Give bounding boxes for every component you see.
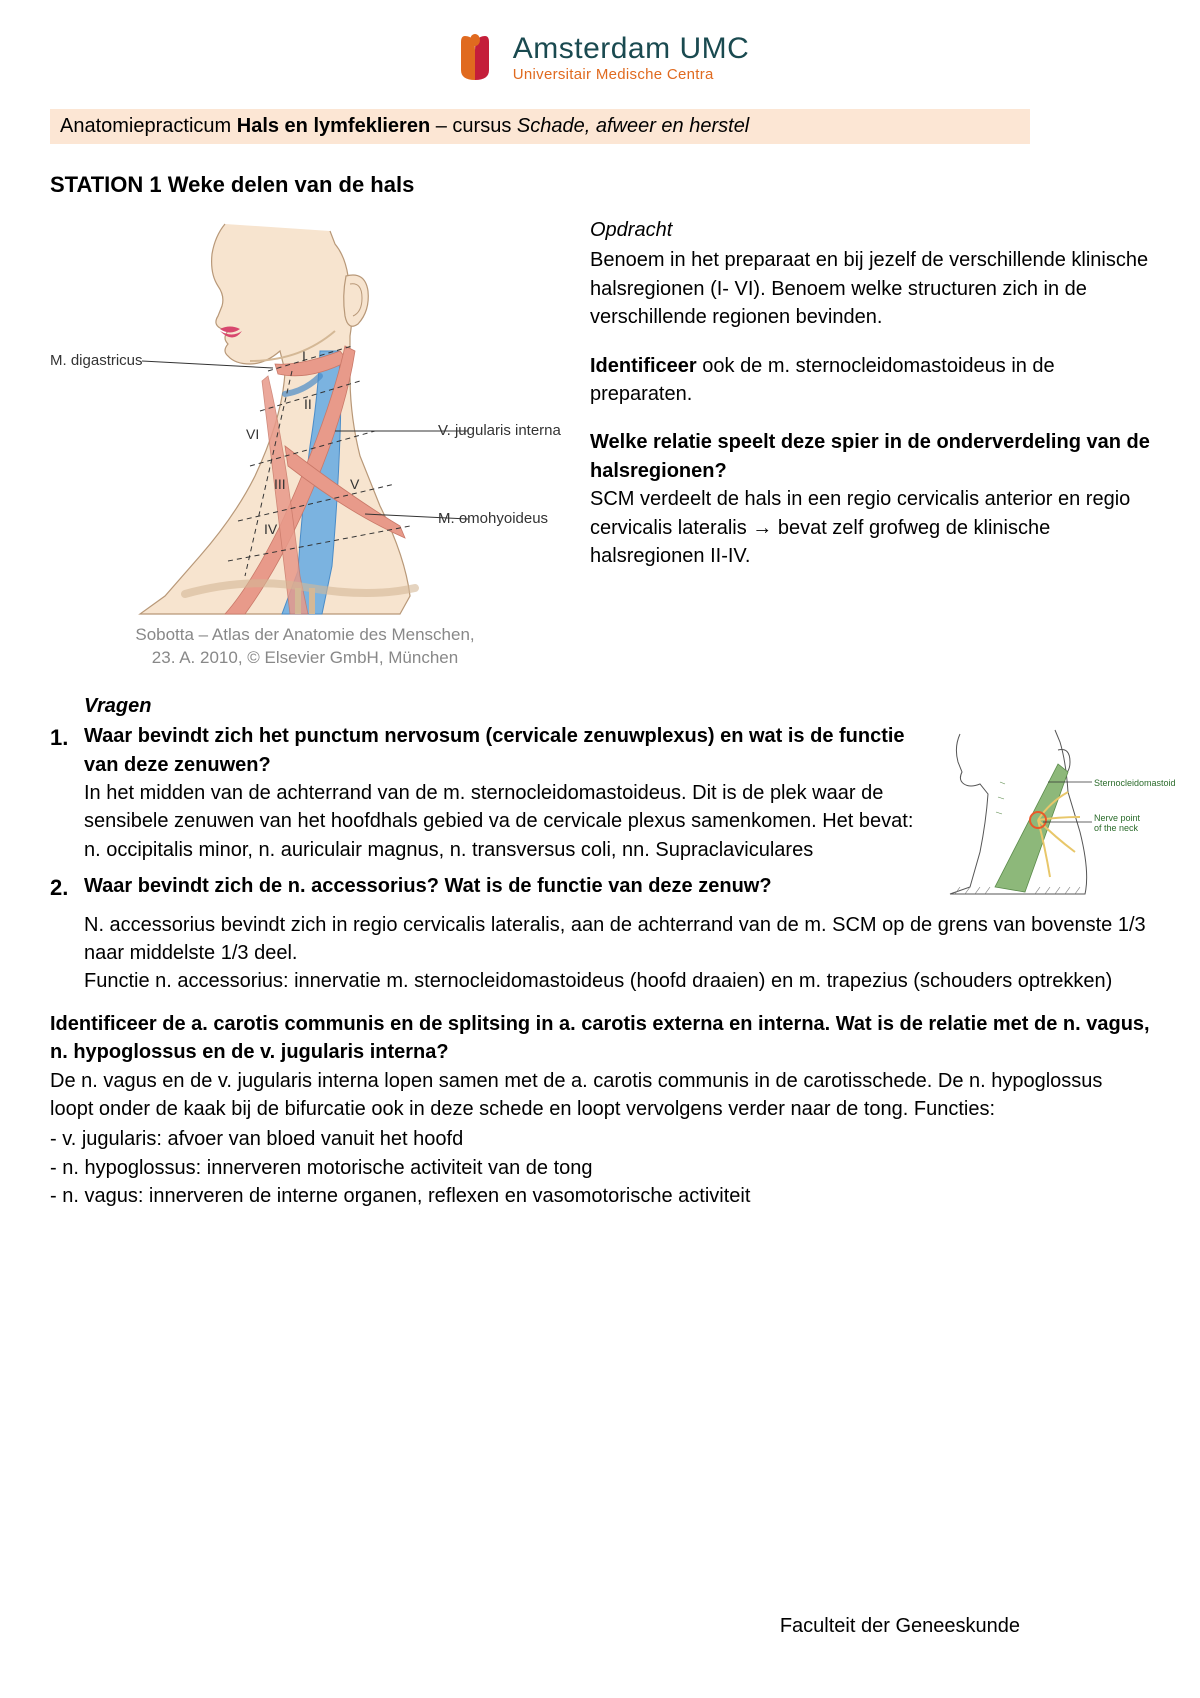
- nerve-point-figure: Sternocleidomastoid Nerve point of the n…: [930, 722, 1150, 897]
- opdracht-title: Opdracht: [590, 216, 1150, 244]
- vragen-title: Vragen: [84, 692, 1150, 720]
- q2-text: Waar bevindt zich de n. accessorius? Wat…: [84, 875, 772, 897]
- q2-answer: N. accessorius bevindt zich in regio cer…: [50, 911, 1150, 996]
- label-jugularis: V. jugularis interna: [438, 422, 561, 439]
- q1-text: Waar bevindt zich het punctum nervosum (…: [84, 725, 905, 775]
- roman-1: I: [302, 348, 306, 364]
- roman-4: IV: [264, 521, 277, 537]
- q1-answer: In het midden van de achterrand van de m…: [84, 782, 913, 861]
- logo-text: Amsterdam UMC Universitair Medische Cent…: [513, 32, 750, 83]
- questions-section: Vragen Waar bevindt zich het punctum ner…: [50, 692, 1150, 1211]
- caption-line2: 23. A. 2010, © Elsevier GmbH, München: [152, 648, 458, 667]
- relatie-question: Welke relatie speelt deze spier in de on…: [590, 428, 1150, 485]
- logo-icon: [451, 30, 499, 84]
- bullet-1: - v. jugularis: afvoer van bloed vanuit …: [50, 1125, 1150, 1153]
- top-grid: M. digastricus V. jugularis interna M. o…: [50, 216, 1150, 670]
- question-row-with-image: Waar bevindt zich het punctum nervosum (…: [50, 722, 1150, 908]
- roman-5: V: [350, 476, 359, 492]
- banner-bold: Hals en lymfeklieren: [237, 115, 430, 137]
- question-2: Waar bevindt zich de n. accessorius? Wat…: [50, 872, 930, 900]
- logo-main-text: Amsterdam UMC: [513, 32, 750, 66]
- roman-3: III: [274, 476, 286, 492]
- label-digastricus: M. digastricus: [50, 352, 143, 369]
- banner-italic: Schade, afweer en herstel: [517, 115, 749, 137]
- footer-text: Faculteit der Geneeskunde: [780, 1615, 1020, 1638]
- label-omohyoideus: M. omohyoideus: [438, 510, 548, 527]
- question-list: Waar bevindt zich het punctum nervosum (…: [50, 722, 930, 900]
- logo-sub-text: Universitair Medische Centra: [513, 66, 750, 83]
- caption-line1: Sobotta – Atlas der Anatomie des Mensche…: [135, 625, 474, 644]
- neck-anatomy-figure: M. digastricus V. jugularis interna M. o…: [50, 216, 560, 616]
- section3-bullets: - v. jugularis: afvoer van bloed vanuit …: [50, 1125, 1150, 1210]
- question-1: Waar bevindt zich het punctum nervosum (…: [50, 722, 930, 864]
- station-title: STATION 1 Weke delen van de hals: [50, 172, 1150, 198]
- relatie-answer: SCM verdeelt de hals in een regio cervic…: [590, 485, 1150, 570]
- figure-caption: Sobotta – Atlas der Anatomie des Mensche…: [50, 624, 560, 670]
- banner-mid: – cursus: [430, 115, 517, 137]
- side-text-column: Opdracht Benoem in het preparaat en bij …: [590, 216, 1150, 670]
- bullet-2: - n. hypoglossus: innerveren motorische …: [50, 1154, 1150, 1182]
- section3-answer: De n. vagus en de v. jugularis interna l…: [50, 1067, 1150, 1124]
- section3-question: Identificeer de a. carotis communis en d…: [50, 1010, 1150, 1067]
- roman-2: II: [304, 396, 312, 412]
- logo-block: Amsterdam UMC Universitair Medische Cent…: [50, 30, 1150, 89]
- banner-prefix: Anatomiepracticum: [60, 115, 237, 137]
- opdracht-body: Benoem in het preparaat en bij jezelf de…: [590, 246, 1150, 331]
- nerve-point-label: Nerve point of the neck: [1094, 814, 1150, 834]
- bullet-3: - n. vagus: innerveren de interne organe…: [50, 1182, 1150, 1210]
- question-body: Waar bevindt zich het punctum nervosum (…: [50, 722, 930, 908]
- roman-6: VI: [246, 426, 259, 442]
- identificeer-bold: Identificeer: [590, 355, 697, 377]
- identificeer-block: Identificeer ook de m. sternocleidomasto…: [590, 352, 1150, 409]
- course-banner: Anatomiepracticum Hals en lymfeklieren –…: [50, 109, 1030, 144]
- scm-label: Sternocleidomastoid: [1094, 777, 1176, 790]
- section-3: Identificeer de a. carotis communis en d…: [50, 1010, 1150, 1211]
- logo: Amsterdam UMC Universitair Medische Cent…: [451, 30, 750, 84]
- relatie-block: Welke relatie speelt deze spier in de on…: [590, 428, 1150, 570]
- figure-column: M. digastricus V. jugularis interna M. o…: [50, 216, 560, 670]
- page: Amsterdam UMC Universitair Medische Cent…: [0, 0, 1200, 1251]
